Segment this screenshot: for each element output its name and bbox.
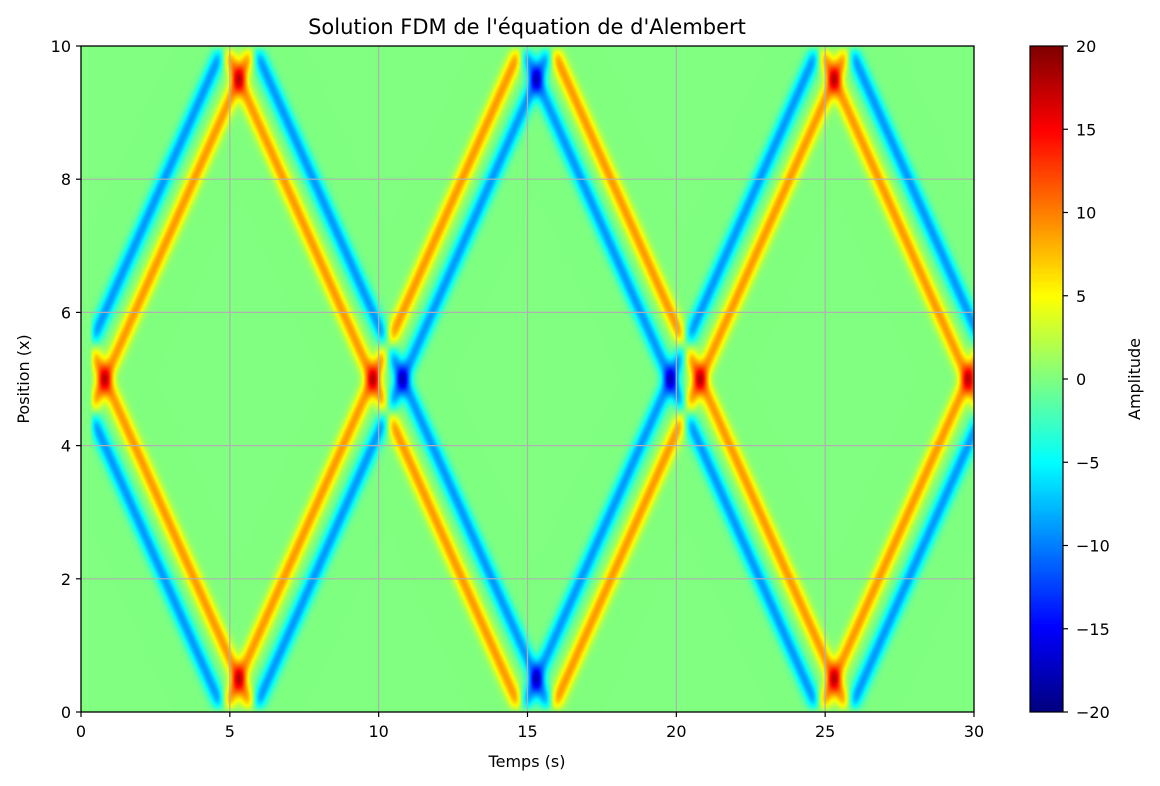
x-tick-label: 5	[225, 722, 235, 741]
grid-lines	[81, 46, 974, 712]
colorbar-tick-label: −15	[1076, 620, 1110, 639]
x-axis-ticks: 0 5 10 15 20 25 30	[76, 712, 984, 741]
y-tick-label: 10	[51, 37, 71, 56]
colorbar-label: Amplitude	[1125, 338, 1144, 420]
y-tick-label: 6	[61, 303, 71, 322]
colorbar: 20 15 10 5 0 −5 −10 −15 −20 Amplitude	[1029, 37, 1144, 722]
colorbar-tick-label: −20	[1076, 703, 1110, 722]
colorbar-gradient	[1030, 46, 1063, 712]
colorbar-tick-label: −5	[1076, 453, 1100, 472]
plot-area	[80, 45, 975, 713]
colorbar-tick-label: 15	[1076, 120, 1096, 139]
x-tick-label: 0	[76, 722, 86, 741]
colorbar-tick-label: 20	[1076, 37, 1096, 56]
colorbar-tick-label: 5	[1076, 287, 1086, 306]
y-tick-label: 0	[61, 703, 71, 722]
colorbar-tick-label: −10	[1076, 537, 1110, 556]
x-tick-label: 20	[666, 722, 686, 741]
x-tick-label: 30	[964, 722, 984, 741]
chart-title: Solution FDM de l'équation de d'Alembert	[308, 15, 746, 39]
colorbar-tick-label: 10	[1076, 204, 1096, 223]
y-tick-label: 4	[61, 437, 71, 456]
y-axis-label: Position (x)	[14, 334, 33, 423]
colorbar-tick-label: 0	[1076, 370, 1086, 389]
y-axis-ticks: 0 2 4 6 8 10	[51, 37, 81, 722]
x-tick-label: 15	[517, 722, 537, 741]
x-tick-label: 10	[368, 722, 388, 741]
y-tick-label: 8	[61, 170, 71, 189]
x-tick-label: 25	[815, 722, 835, 741]
colorbar-ticks: 20 15 10 5 0 −5 −10 −15 −20	[1063, 37, 1110, 722]
y-tick-label: 2	[61, 570, 71, 589]
x-axis-label: Temps (s)	[488, 752, 566, 771]
